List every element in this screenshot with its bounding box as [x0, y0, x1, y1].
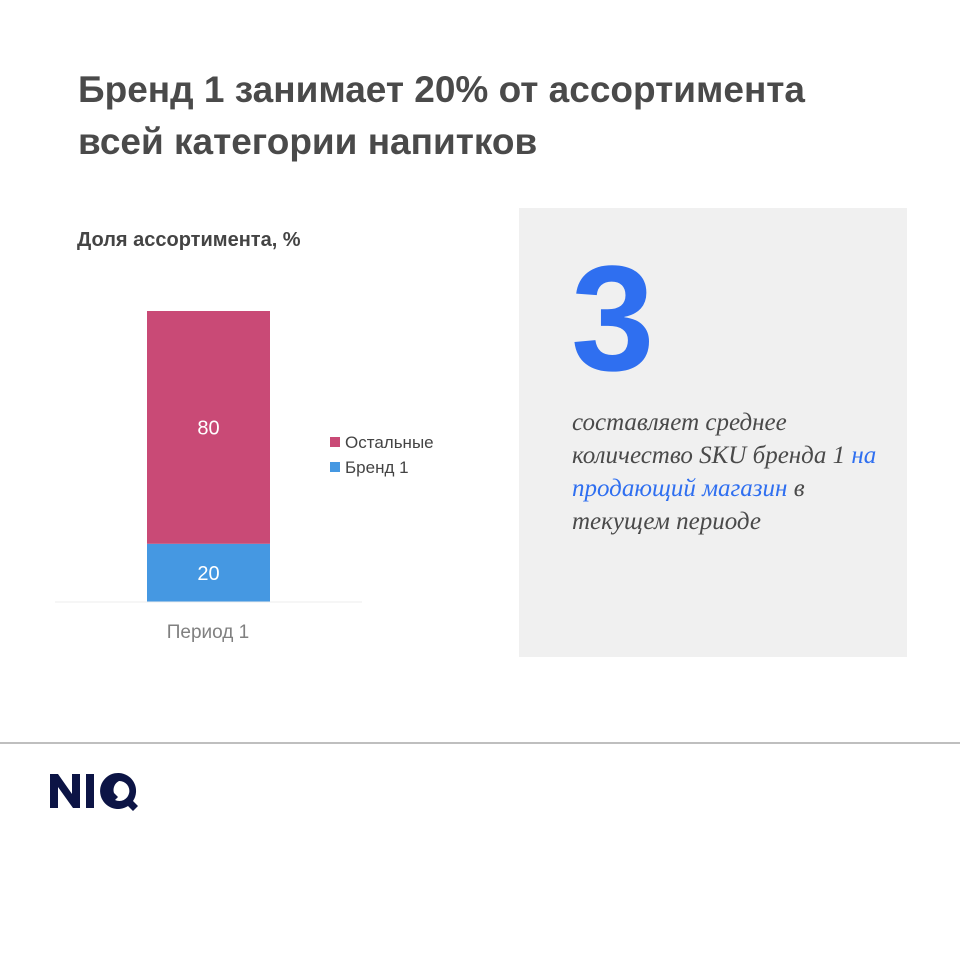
kpi-text: составляет среднее количество SKU бренда… — [572, 409, 852, 469]
niq-logo — [50, 772, 138, 811]
divider — [0, 742, 960, 744]
legend-swatch — [330, 462, 340, 472]
x-tick-label: Период 1 — [167, 622, 250, 643]
kpi-highlight: на продающий магазин — [572, 442, 877, 502]
chart-title: Доля ассортимента, % — [77, 229, 301, 251]
kpi-description: составляет среднее количество SKU бренда… — [572, 406, 892, 538]
data-label: 20 — [197, 563, 219, 585]
page-title: Бренд 1 занимает 20% от ассортимента все… — [78, 69, 805, 162]
kpi-panel: 3 составляет среднее количество SKU брен… — [519, 208, 907, 657]
stacked-bar-chart: 20 80 Период 1 Остальные Бренд 1 — [55, 311, 434, 643]
legend-swatch — [330, 437, 340, 447]
data-label: 80 — [197, 417, 219, 439]
bar-segment-others — [147, 311, 270, 544]
bar-segment-brand — [147, 543, 270, 602]
legend-label: Остальные — [345, 433, 434, 452]
kpi-number: 3 — [571, 234, 655, 402]
legend-label: Бренд 1 — [345, 458, 409, 477]
kpi-text-end: в текущем периоде — [572, 475, 805, 535]
